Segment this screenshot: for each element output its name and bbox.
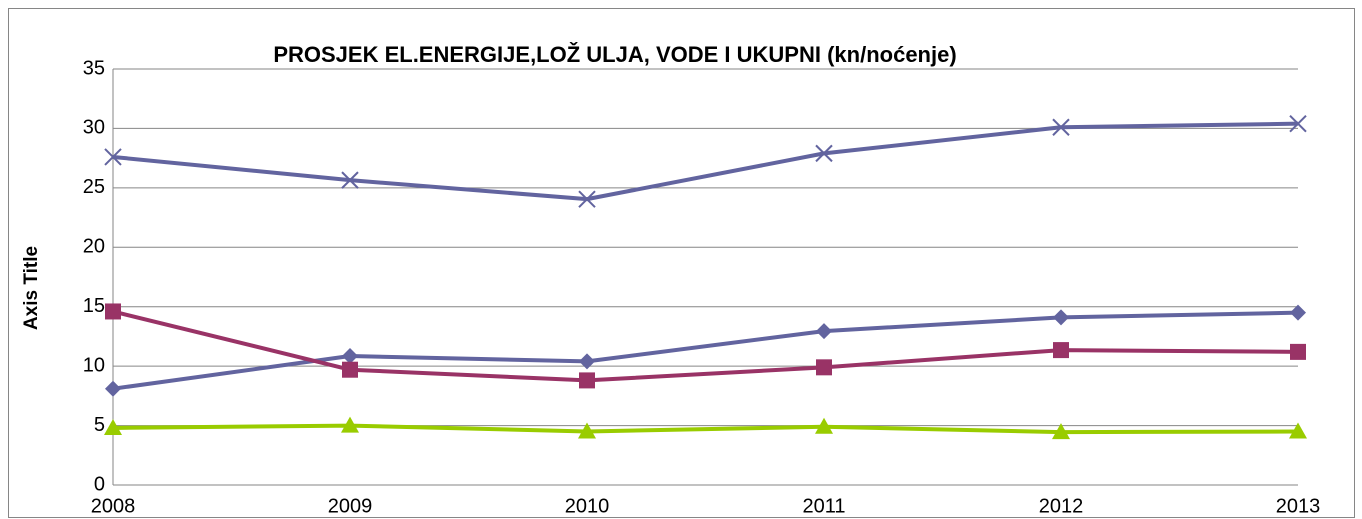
x-tick-label: 2010 — [565, 495, 610, 517]
x-tick-label: 2013 — [1276, 495, 1321, 517]
x-tick-label: 2009 — [328, 495, 373, 517]
x-tick-label: 2012 — [1039, 495, 1084, 517]
marker — [1052, 118, 1070, 136]
y-tick-label: 15 — [83, 295, 105, 317]
marker — [105, 303, 121, 320]
marker — [1289, 114, 1307, 133]
y-tick-label: 5 — [94, 414, 105, 436]
y-tick-label: 35 — [83, 57, 105, 79]
x-tick-label: 2008 — [91, 495, 136, 517]
marker — [104, 418, 122, 435]
y-tick-label: 25 — [83, 176, 105, 198]
marker — [579, 353, 595, 370]
y-tick-label: 30 — [83, 117, 105, 139]
marker — [1052, 423, 1070, 440]
marker — [578, 422, 596, 439]
marker — [105, 380, 121, 397]
marker — [342, 348, 358, 365]
x-tick-label: 2011 — [802, 495, 845, 517]
chart-title: PROSJEK EL.ENERGIJE,LOŽ ULJA, VODE I UKU… — [273, 42, 956, 67]
marker — [579, 372, 595, 389]
marker — [104, 148, 122, 166]
marker — [1290, 343, 1306, 360]
y-tick-label: 10 — [83, 354, 105, 376]
y-tick-label: 20 — [83, 236, 105, 258]
marker — [1290, 304, 1306, 321]
marker — [1053, 309, 1069, 326]
y-tick-label: 0 — [94, 473, 105, 495]
marker — [578, 190, 596, 208]
marker — [815, 144, 833, 163]
chart-border — [8, 8, 1355, 518]
marker — [816, 323, 832, 340]
series-line — [112, 309, 1299, 383]
marker — [342, 361, 358, 378]
marker — [341, 171, 359, 189]
marker — [1289, 422, 1307, 439]
series-line — [112, 423, 1299, 435]
marker — [815, 417, 833, 434]
marker — [1053, 342, 1069, 359]
marker — [816, 359, 832, 376]
series-line — [112, 121, 1299, 202]
y-axis-title: Axis Title — [21, 246, 42, 330]
marker — [341, 416, 359, 433]
